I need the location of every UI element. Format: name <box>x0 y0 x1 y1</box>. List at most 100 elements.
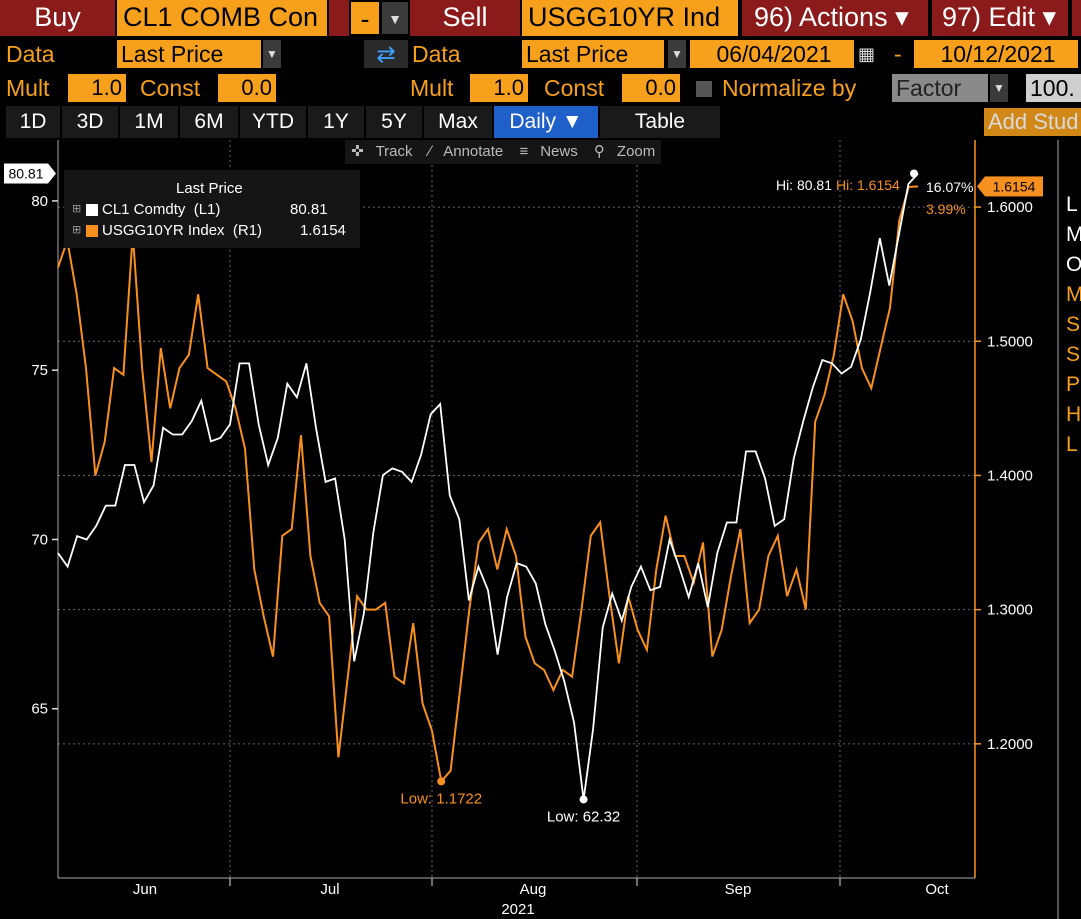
mult-label-left: Mult <box>6 75 50 101</box>
legend-entry-cl1[interactable]: ⊞ CL1 Comdty (L1) 80.81 <box>72 201 358 221</box>
tab-daily[interactable]: Daily ▼ <box>494 106 598 138</box>
sell-ticker-field[interactable]: USGG10YR Ind <box>522 0 738 36</box>
edit-menu[interactable]: 97) Edit ▾ <box>932 0 1068 36</box>
data-select-right[interactable]: Last Price <box>522 40 664 68</box>
low-marker-usgg <box>437 777 446 786</box>
hi-label-usgg: Hi: 1.6154 <box>836 177 900 193</box>
x-tick-label: Jul <box>320 881 339 898</box>
x-tick-label: Aug <box>520 881 547 898</box>
chart-axes: 65 70 75 80 1.2000 1.3000 1.4000 1.5000 1.6000 Ju… <box>31 140 1059 919</box>
range-tabs: 1D 3D 1M 6M YTD 1Y 5Y Max Daily ▼ Table <box>0 106 1081 138</box>
data-select-left-arrow[interactable]: ▼ <box>263 40 281 68</box>
side-letter: M <box>1066 283 1081 306</box>
data-label-left: Data <box>6 41 55 67</box>
left-tick-label: 70 <box>31 531 48 548</box>
swap-icon[interactable]: ⇄ <box>364 40 408 68</box>
const-input-right[interactable]: 0.0 <box>622 74 680 102</box>
buy-button[interactable]: Buy <box>0 0 115 36</box>
actions-menu[interactable]: 96) Actions ▾ <box>742 0 928 36</box>
tab-ytd[interactable]: YTD <box>240 106 306 138</box>
expand-icon[interactable]: ⊞ <box>72 203 82 215</box>
left-tick-label: 80 <box>31 193 48 210</box>
side-letter: O <box>1066 253 1081 276</box>
normalize-select-arrow[interactable]: ▼ <box>990 74 1008 102</box>
left-tick-label: 65 <box>31 701 48 718</box>
side-letter: S <box>1066 343 1081 366</box>
annotate-button[interactable]: Annotate <box>443 143 504 160</box>
low-label-cl1: Low: 62.32 <box>547 808 620 825</box>
data-row: Data Last Price ▼ ⇄ Data Last Price ▼ 06… <box>0 38 1081 70</box>
data-select-right-arrow[interactable]: ▼ <box>668 40 686 68</box>
last-tag-left-text: 80.81 <box>8 166 43 182</box>
add-study-field[interactable]: Add Stud <box>984 108 1081 136</box>
spacer-left <box>329 0 349 36</box>
chart-area[interactable]: 65 70 75 80 1.2000 1.3000 1.4000 1.5000 1.6000 Ju… <box>0 140 1081 919</box>
minus-dropdown[interactable]: ▼ <box>382 2 408 34</box>
tab-3d[interactable]: 3D <box>62 106 118 138</box>
normalize-label: Normalize by <box>722 75 857 101</box>
side-letter: L <box>1066 193 1078 216</box>
side-letter: H <box>1066 403 1081 426</box>
mult-input-left[interactable]: 1.0 <box>68 74 126 102</box>
side-panel: L M O M S S P H L <box>1066 190 1081 460</box>
tab-6m[interactable]: 6M <box>180 106 238 138</box>
annotate-icon[interactable]: ∕ <box>428 143 432 160</box>
right-tick-label: 1.4000 <box>987 467 1033 484</box>
legend-label-usgg: USGG10YR Index (R1) <box>102 222 263 239</box>
zoom-button[interactable]: Zoom <box>616 143 656 160</box>
hi-label-cl1: Hi: 80.81 <box>776 177 832 193</box>
hi-marker-cl1 <box>910 169 918 178</box>
legend-value-cl1: 80.81 <box>290 201 328 218</box>
data-select-left[interactable]: Last Price <box>117 40 261 68</box>
normalize-checkbox[interactable] <box>696 81 712 97</box>
legend-entry-usgg[interactable]: ⊞ USGG10YR Index (R1) 1.6154 <box>72 222 358 242</box>
const-label-right: Const <box>544 75 605 101</box>
sell-button[interactable]: Sell <box>410 0 520 36</box>
legend-swatch-cl1 <box>86 204 98 216</box>
header-bar: Buy CL1 COMB Con - ▼ Sell USGG10YR Ind 9… <box>0 0 1081 36</box>
right-tick-label: 1.6000 <box>987 199 1033 216</box>
track-icon[interactable]: ✜ <box>351 143 364 160</box>
factor-input[interactable]: 100. <box>1026 74 1081 102</box>
news-button[interactable]: News <box>540 143 578 160</box>
low-marker-cl1 <box>579 795 588 804</box>
zoom-icon[interactable]: ⚲ <box>593 143 605 160</box>
tab-1y[interactable]: 1Y <box>308 106 364 138</box>
normalize-select[interactable]: Factor <box>892 74 988 102</box>
legend-title: Last Price <box>176 180 243 197</box>
chart-toolbar: ✜ Track ∕ Annotate ≡ News ⚲ Zoom <box>345 140 662 164</box>
pct-label-cl1: 16.07% <box>926 179 973 195</box>
x-year-label: 2021 <box>501 901 534 918</box>
tab-max[interactable]: Max <box>424 106 492 138</box>
side-letter: L <box>1066 433 1078 456</box>
const-label-left: Const <box>140 75 201 101</box>
left-tick-label: 75 <box>31 362 48 379</box>
low-label-usgg: Low: 1.1722 <box>400 790 482 807</box>
legend-label-cl1: CL1 Comdty (L1) <box>102 201 221 218</box>
minus-button[interactable]: - <box>351 2 379 34</box>
x-tick-label: Sep <box>725 881 752 898</box>
series-line-cl1 <box>57 172 919 800</box>
chart-annotations: Low: 62.32 Low: 1.1722 Hi: 80.81 Hi: 1.6154… <box>4 163 1043 825</box>
tab-1m[interactable]: 1M <box>120 106 178 138</box>
mult-row: Mult 1.0 Const 0.0 Mult 1.0 Const 0.0 No… <box>0 72 1081 104</box>
const-input-left[interactable]: 0.0 <box>218 74 276 102</box>
date-from-field[interactable]: 06/04/2021 <box>690 40 854 68</box>
date-to-field[interactable]: 10/12/2021 <box>914 40 1078 68</box>
last-tag-left-arrow <box>48 163 56 184</box>
last-tag-right <box>985 176 1043 197</box>
tab-1d[interactable]: 1D <box>6 106 60 138</box>
right-tick-label: 1.2000 <box>987 736 1033 753</box>
chart-legend: Last Price ⊞ CL1 Comdty (L1) 80.81 ⊞ USG… <box>64 170 360 248</box>
news-icon[interactable]: ≡ <box>519 143 529 160</box>
tab-table[interactable]: Table <box>600 106 720 138</box>
track-button[interactable]: Track <box>375 143 413 160</box>
calendar-icon[interactable]: ▦ <box>858 44 876 64</box>
expand-icon[interactable]: ⊞ <box>72 224 82 236</box>
tab-5y[interactable]: 5Y <box>366 106 422 138</box>
buy-ticker-field[interactable]: CL1 COMB Con <box>117 0 327 36</box>
mult-input-right[interactable]: 1.0 <box>470 74 528 102</box>
last-tag-right-text: 1.6154 <box>993 178 1036 194</box>
right-tick-label: 1.3000 <box>987 602 1033 619</box>
last-tag-left <box>4 163 48 184</box>
